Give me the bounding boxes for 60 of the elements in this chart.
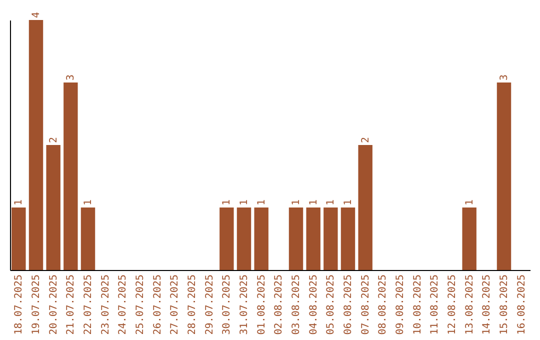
x-tick-label: 03.08.2025	[291, 274, 302, 335]
bar	[64, 82, 78, 270]
bar	[462, 208, 476, 270]
x-tick-label: 24.07.2025	[118, 274, 129, 335]
x-tick-label: 15.08.2025	[499, 274, 510, 335]
x-tick-label: 26.07.2025	[152, 274, 164, 335]
bar	[306, 208, 320, 270]
x-tick-label: 29.07.2025	[204, 274, 216, 335]
bar	[28, 20, 44, 270]
x-tick-label: 04.08.2025	[308, 274, 320, 335]
bar	[12, 208, 26, 270]
x-tick-label: 30.07.2025	[222, 274, 233, 335]
x-tick-label: 10.08.2025	[412, 274, 424, 335]
data-label: 1	[464, 199, 476, 206]
x-tick-label: 09.08.2025	[395, 274, 406, 335]
bar	[254, 208, 268, 270]
bar	[236, 208, 252, 270]
x-tick-label: 27.07.2025	[170, 274, 181, 335]
x-tick-label: 20.07.2025	[48, 274, 60, 335]
bar	[340, 208, 356, 270]
data-label: 1	[291, 199, 302, 206]
x-tick-label: 16.08.2025	[516, 274, 528, 335]
bar	[288, 208, 304, 270]
data-label: 4	[31, 12, 42, 18]
x-tick-label: 07.08.2025	[360, 274, 372, 335]
x-tick-label: 01.08.2025	[256, 274, 268, 335]
x-tick-label: 23.07.2025	[100, 274, 112, 335]
x-tick-label: 25.07.2025	[135, 274, 146, 335]
x-tick-label: 12.08.2025	[447, 274, 458, 335]
data-label: 1	[326, 199, 337, 206]
data-label: 3	[66, 74, 77, 80]
x-tick-label: 05.08.2025	[326, 274, 337, 335]
x-tick-label: 19.07.2025	[31, 274, 42, 335]
data-label: 2	[48, 136, 60, 143]
x-tick-label: 21.07.2025	[66, 274, 77, 335]
x-tick-label: 11.08.2025	[430, 274, 441, 335]
data-label: 3	[499, 74, 510, 80]
bar	[358, 145, 372, 270]
data-label: 1	[14, 199, 25, 206]
data-label: 1	[256, 199, 268, 206]
data-label: 1	[83, 199, 94, 206]
bar	[46, 145, 60, 270]
data-label: 1	[239, 199, 250, 206]
x-tick-label: 06.08.2025	[343, 274, 354, 335]
x-tick-label: 28.07.2025	[187, 274, 198, 335]
data-label: 1	[222, 199, 233, 206]
data-label: 1	[308, 199, 320, 206]
x-tick-label: 13.08.2025	[464, 274, 476, 335]
bar	[324, 208, 338, 270]
x-tick-label: 18.07.2025	[14, 274, 25, 335]
x-tick-label: 31.07.2025	[239, 274, 250, 335]
x-tick-label: 14.08.2025	[482, 274, 493, 335]
bar	[220, 208, 234, 270]
x-tick-label: 02.08.2025	[274, 274, 285, 335]
x-tick-label: 22.07.2025	[83, 274, 94, 335]
data-label: 2	[360, 136, 372, 143]
bar	[496, 82, 512, 270]
data-label: 1	[343, 199, 354, 206]
x-tick-label: 08.08.2025	[378, 274, 389, 335]
bar	[80, 208, 96, 270]
